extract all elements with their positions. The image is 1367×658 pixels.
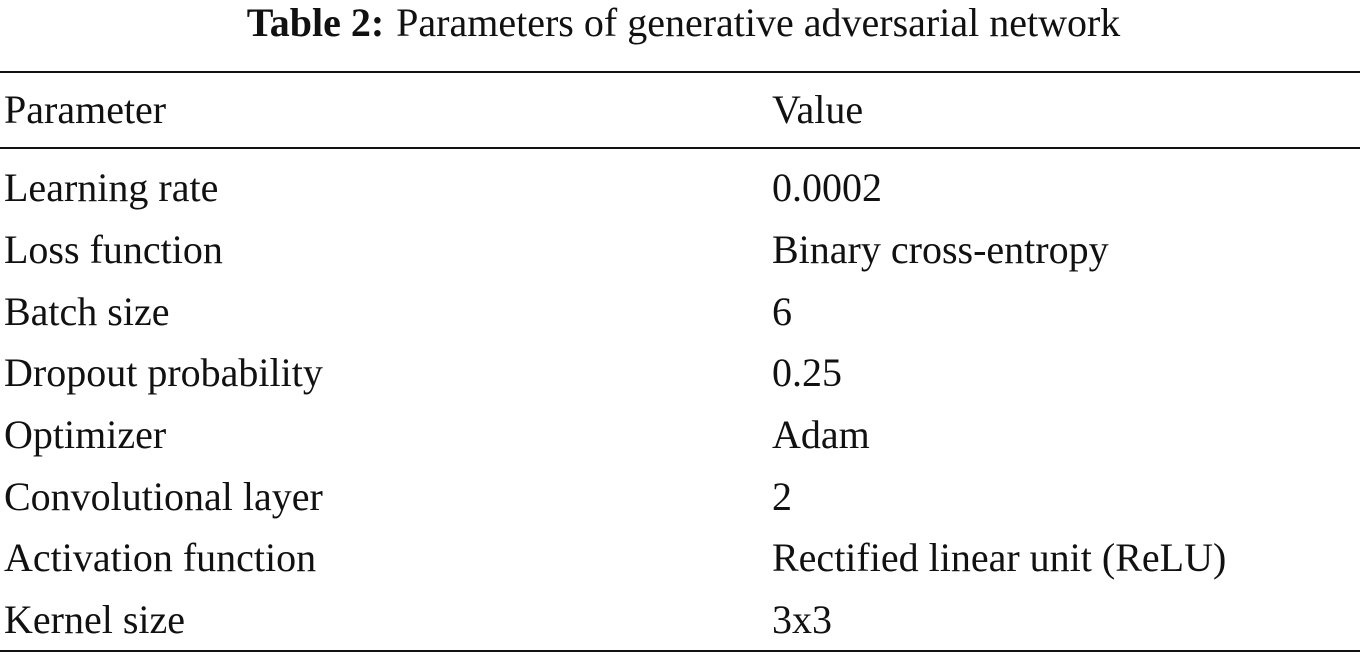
table-row: Loss function Binary cross-entropy [0, 219, 1367, 281]
table-row: Kernel size 3x3 [0, 589, 1367, 651]
table-cell: 0.25 [772, 350, 842, 395]
table-cell: Batch size [4, 289, 170, 334]
table-row: Batch size 6 [0, 281, 1367, 343]
table-cell: 6 [772, 289, 792, 334]
header-cell: Value [772, 87, 864, 132]
header-rule [0, 147, 1360, 149]
table-cell: Optimizer [4, 412, 167, 457]
top-rule [0, 71, 1360, 73]
table-cell: 3x3 [772, 597, 832, 642]
bottom-rule [0, 650, 1360, 652]
table-cell: Binary cross-entropy [772, 227, 1109, 272]
table-row: Learning rate 0.0002 [0, 157, 1367, 219]
caption-label: Table 2: [246, 0, 385, 45]
table-row: Optimizer Adam [0, 404, 1367, 466]
table-cell: 0.0002 [772, 165, 882, 210]
table-row: Dropout probability 0.25 [0, 342, 1367, 404]
table-cell: Kernel size [4, 597, 186, 642]
table-cell: Dropout probability [4, 350, 323, 395]
table-cell: Learning rate [4, 165, 219, 210]
table-row: Activation function Rectified linear unit… [0, 527, 1367, 589]
table-cell: Loss function [4, 227, 223, 272]
table-row: Convolutional layer 2 [0, 466, 1367, 528]
header-row: Parameter Value [0, 79, 1367, 141]
header-cell: Parameter [4, 87, 167, 132]
table-cell: Activation function [4, 535, 317, 580]
table-cell: Adam [772, 412, 870, 457]
table-cell: Rectified linear unit (ReLU) [772, 535, 1227, 580]
table-caption: Table 2: Parameters of generative adversa… [0, 0, 1367, 46]
table-cell: 2 [772, 474, 792, 519]
caption-text: Parameters of generative adversarial net… [396, 0, 1121, 45]
table-cell: Convolutional layer [4, 474, 323, 519]
